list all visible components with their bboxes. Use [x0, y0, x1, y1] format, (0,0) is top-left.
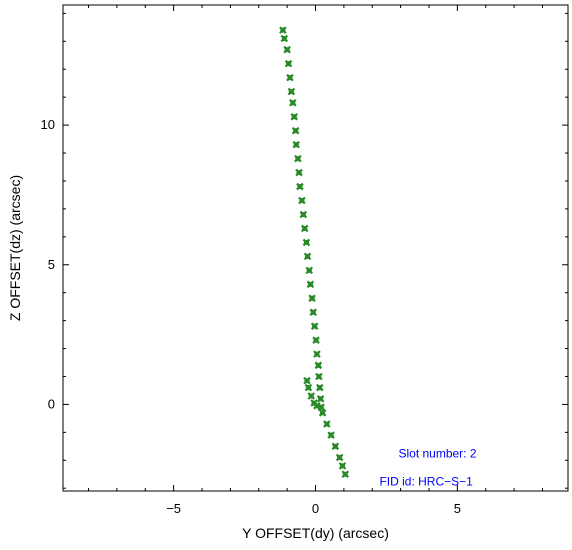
data-point — [303, 252, 312, 261]
x-tick-label: 0 — [312, 501, 319, 516]
data-point — [294, 154, 302, 163]
data-point — [338, 462, 347, 470]
data-point — [331, 442, 340, 451]
data-point — [310, 322, 319, 330]
x-tick-label: −5 — [166, 501, 181, 516]
axis-ticks: −5 0 5 0 5 10 — [41, 5, 568, 516]
data-point — [300, 224, 309, 233]
y-tick-label: 5 — [48, 257, 55, 272]
data-point — [280, 34, 289, 43]
slot-number-annotation: Slot number: 2 — [398, 446, 476, 460]
data-point — [307, 392, 316, 400]
annotations: Slot number: 2 FID id: HRC−S−1 — [379, 446, 476, 488]
plot-frame — [62, 4, 569, 492]
data-point — [312, 336, 320, 344]
data-point — [327, 431, 335, 439]
data-point — [305, 266, 314, 275]
data-point — [309, 308, 318, 317]
data-point — [279, 26, 287, 34]
data-point — [306, 280, 315, 289]
data-point — [315, 383, 324, 392]
fid-id-annotation: FID id: HRC−S−1 — [379, 474, 473, 488]
data-point — [283, 45, 291, 54]
data-points — [279, 26, 350, 479]
y-axis-title: Z OFFSET(dz) (arcsec) — [7, 175, 23, 321]
data-point — [295, 168, 303, 177]
data-point — [289, 98, 297, 107]
data-point — [316, 395, 325, 403]
data-point — [313, 402, 321, 410]
data-point — [291, 126, 300, 135]
data-point — [308, 294, 316, 303]
data-point — [296, 182, 304, 191]
data-point — [335, 453, 344, 462]
data-point — [284, 59, 293, 68]
data-point — [290, 112, 298, 121]
y-tick-label: 0 — [48, 396, 55, 411]
data-point — [302, 238, 311, 247]
data-point — [286, 73, 294, 82]
data-point — [298, 196, 306, 205]
x-axis-title: Y OFFSET(dy) (arcsec) — [242, 525, 389, 541]
data-point — [313, 350, 321, 358]
data-point — [315, 372, 323, 381]
data-point — [314, 361, 323, 370]
y-tick-label: 10 — [41, 117, 55, 132]
data-point — [299, 210, 308, 219]
data-point — [323, 420, 331, 428]
data-point — [303, 376, 311, 385]
data-point — [341, 470, 350, 479]
data-point — [292, 140, 300, 149]
data-point — [318, 409, 327, 417]
data-point — [304, 383, 313, 392]
x-tick-label: 5 — [454, 501, 461, 516]
data-point — [287, 87, 296, 96]
